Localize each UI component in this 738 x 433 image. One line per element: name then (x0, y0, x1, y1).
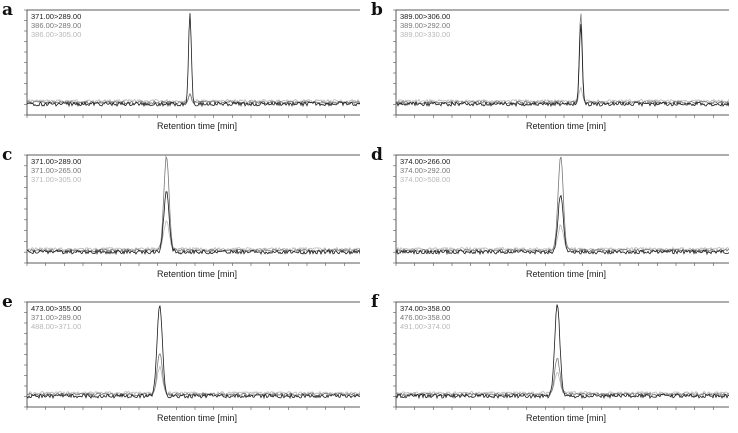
plot-frame (26, 154, 360, 264)
trace-374.00>266.00 (395, 194, 729, 256)
legend-entry: 371.00>305.00 (31, 175, 81, 184)
panel-label-a: a (2, 0, 14, 20)
legend-entry: 371.00>289.00 (31, 313, 81, 322)
legend-entry: 374.00>266.00 (400, 157, 450, 166)
panel-label-f: f (371, 292, 379, 312)
legend-entry: 389.00>292.00 (400, 21, 450, 30)
legend-entry: 491.00>374.00 (400, 322, 450, 331)
plot-frame (395, 9, 729, 116)
legend-entry: 371.00>265.00 (31, 166, 81, 175)
legend-entry: 371.00>289.00 (31, 12, 81, 21)
legend-entry: 371.00>289.00 (31, 157, 81, 166)
legend-entry: 389.00>330.00 (400, 30, 450, 39)
x-axis-label: Retention time [min] (525, 269, 607, 279)
x-axis-label: Retention time [min] (525, 413, 607, 423)
x-axis-label: Retention time [min] (156, 121, 238, 131)
legend-entry: 473.00>355.00 (31, 304, 81, 313)
legend-entry: 488.00>371.00 (31, 322, 81, 331)
trace-371.00>289.00 (26, 353, 360, 397)
legend-entry: 374.00>358.00 (400, 304, 450, 313)
trace-374.00>358.00 (395, 304, 729, 400)
trace-371.00>305.00 (26, 220, 360, 252)
legend-entry: 389.00>306.00 (400, 12, 450, 21)
plot-frame (26, 301, 360, 408)
panel-label-d: d (371, 145, 383, 165)
panel-label-b: b (371, 0, 383, 20)
panel-label-c: c (2, 145, 13, 165)
legend-entry: 374.00>508.00 (400, 175, 450, 184)
trace-386.00>289.00 (26, 92, 360, 105)
legend-entry: 386.00>289.00 (31, 21, 81, 30)
x-axis-label: Retention time [min] (156, 269, 238, 279)
trace-374.00>292.00 (395, 156, 729, 254)
legend-entry: 476.00>358.00 (400, 313, 450, 322)
trace-371.00>289.00 (26, 191, 360, 256)
x-axis-label: Retention time [min] (525, 121, 607, 131)
trace-473.00>355.00 (26, 305, 360, 400)
panel-label-e: e (2, 292, 13, 312)
trace-389.00>306.00 (395, 24, 729, 108)
legend-entry: 374.00>292.00 (400, 166, 450, 175)
x-axis-label: Retention time [min] (156, 413, 238, 423)
legend-entry: 386.00>305.00 (31, 30, 81, 39)
trace-371.00>289.00 (26, 13, 360, 108)
plot-frame (26, 9, 360, 116)
